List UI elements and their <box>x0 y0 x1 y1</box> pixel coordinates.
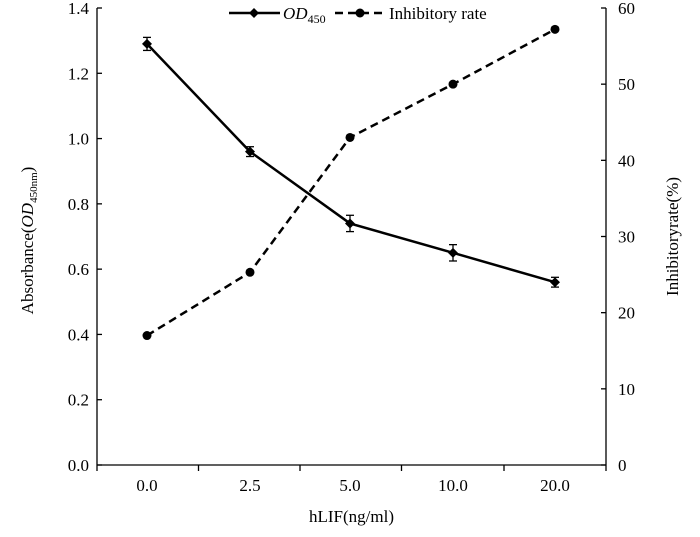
series-line-2 <box>146 28 556 337</box>
x-tick-label: 5.0 <box>339 476 360 495</box>
data-point-diamond <box>142 38 152 49</box>
data-point-circle <box>142 331 152 341</box>
x-tick-label: 0.0 <box>136 476 157 495</box>
y-right-tick-label: 40 <box>618 151 635 170</box>
y-left-tick-label: 0.8 <box>68 195 89 214</box>
data-point-circle <box>345 132 355 142</box>
data-point-diamond <box>345 218 355 229</box>
y-right-tick-label: 50 <box>618 75 635 94</box>
y-right-tick-label: 60 <box>618 0 635 18</box>
y-left-tick-label: 0.2 <box>68 391 89 410</box>
legend-label-inhibitory-rate: Inhibitory rate <box>389 4 487 23</box>
legend-marker-circle <box>355 8 365 18</box>
y-right-tick-label: 30 <box>618 228 635 247</box>
y-left-tick-label: 1.2 <box>68 64 89 83</box>
series-line-1 <box>146 43 556 284</box>
x-tick-label: 10.0 <box>438 476 468 495</box>
y-left-tick-label: 1.4 <box>68 0 90 18</box>
y-left-tick-label: 1.0 <box>68 130 89 149</box>
x-tick-label: 20.0 <box>540 476 570 495</box>
y-left-tick-label: 0.6 <box>68 260 89 279</box>
data-point-diamond <box>550 277 560 288</box>
legend: OD450 Inhibitory rate <box>229 4 487 26</box>
y-left-tick-label: 0.4 <box>68 325 90 344</box>
legend-label-od450: OD450 <box>283 4 326 26</box>
axes-group: 0.0 0.2 0.4 0.6 0.8 1.0 1.2 1.4 0 10 20 30 40 50 60 0.0… <box>18 0 682 526</box>
data-point-circle <box>550 24 560 34</box>
data-point-diamond <box>448 247 458 258</box>
y-right-tick-label: 0 <box>618 456 627 475</box>
series-group <box>142 24 560 341</box>
legend-marker-diamond <box>249 8 259 18</box>
data-point-diamond <box>245 146 255 157</box>
y-right-tick-label: 20 <box>618 304 635 323</box>
y-axis-left-title: Absorbance(OD450nm) <box>18 167 40 315</box>
data-point-circle <box>448 79 458 89</box>
data-point-circle <box>245 267 255 277</box>
y-left-tick-label: 0.0 <box>68 456 89 475</box>
y-axis-right-title: Inhibitoryrate(%) <box>663 177 682 296</box>
x-axis-title: hLIF(ng/ml) <box>309 507 394 526</box>
y-right-tick-label: 10 <box>618 380 635 399</box>
x-tick-label: 2.5 <box>239 476 260 495</box>
